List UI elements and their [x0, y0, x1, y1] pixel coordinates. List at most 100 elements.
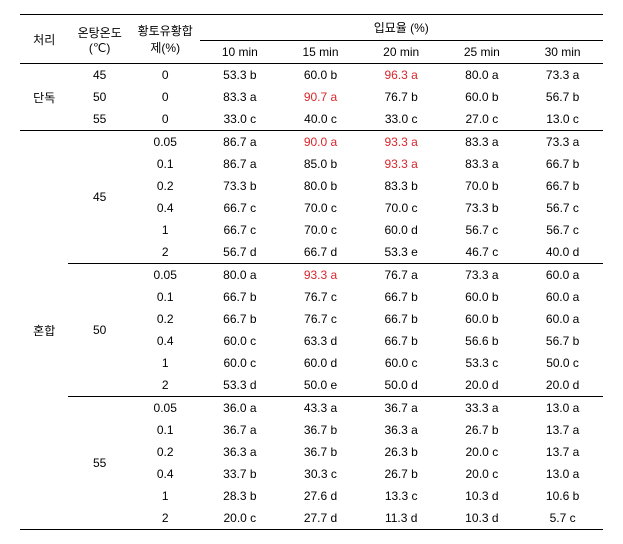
s2-b2-r4-c0: 28.3 b: [200, 485, 281, 507]
s2-b1-r3-c2: 66.7 b: [361, 330, 442, 352]
col-temp: 온탕온도(℃): [68, 15, 131, 64]
s2-b2-r0-c2: 36.7 a: [361, 397, 442, 420]
s2-b0-r0-c0: 86.7 a: [200, 131, 281, 154]
s2-b1-agent-3: 0.4: [131, 330, 200, 352]
s2-b0-r1-c4: 66.7 b: [522, 153, 603, 175]
s2-b2-r5-c3: 10.3 d: [442, 507, 523, 530]
s2-b0-r4-c2: 60.0 d: [361, 219, 442, 241]
s2-b2-r0-c0: 36.0 a: [200, 397, 281, 420]
s1-agent-2: 0: [131, 108, 200, 131]
s2-b2-r0-c4: 13.0 a: [522, 397, 603, 420]
s2-b2-r3-c0: 33.7 b: [200, 463, 281, 485]
data-table: 처리온탕온도(℃)황토유황합제(%)입묘율 (%)10 min15 min20 …: [20, 14, 603, 530]
s2-b2-r3-c1: 30.3 c: [280, 463, 361, 485]
s2-b1-r4-c0: 60.0 c: [200, 352, 281, 374]
s2-b2-r2-c1: 36.7 b: [280, 441, 361, 463]
s2-b1-r0-c2: 76.7 a: [361, 264, 442, 287]
s2-b0-r0-c1: 90.0 a: [280, 131, 361, 154]
col-min-3: 25 min: [442, 41, 523, 64]
s2-b1-r1-c3: 60.0 b: [442, 286, 523, 308]
s1-r1-c2: 76.7 b: [361, 86, 442, 108]
s2-b2-agent-2: 0.2: [131, 441, 200, 463]
s2-b2-r4-c2: 13.3 c: [361, 485, 442, 507]
s2-b1-r0-c3: 73.3 a: [442, 264, 523, 287]
s2-b2-agent-5: 2: [131, 507, 200, 530]
s2-b1-r5-c3: 20.0 d: [442, 374, 523, 397]
s1-r1-c4: 56.7 b: [522, 86, 603, 108]
s1-r0-c0: 53.3 b: [200, 64, 281, 87]
s2-b1-r5-c0: 53.3 d: [200, 374, 281, 397]
s2-b1-r1-c4: 60.0 a: [522, 286, 603, 308]
s2-b2-r1-c0: 36.7 a: [200, 419, 281, 441]
s1-r0-c1: 60.0 b: [280, 64, 361, 87]
s2-b0-agent-5: 2: [131, 241, 200, 264]
s2-b1-r1-c2: 66.7 b: [361, 286, 442, 308]
s2-b1-r2-c2: 66.7 b: [361, 308, 442, 330]
s2-b0-r2-c4: 66.7 b: [522, 175, 603, 197]
s1-r1-c0: 83.3 a: [200, 86, 281, 108]
s2-b2-r0-c3: 33.3 a: [442, 397, 523, 420]
s2-b0-r3-c0: 66.7 c: [200, 197, 281, 219]
s2-b0-r4-c3: 56.7 c: [442, 219, 523, 241]
s2-b0-r2-c0: 73.3 b: [200, 175, 281, 197]
s2-b1-r2-c4: 60.0 a: [522, 308, 603, 330]
s2-b2-r5-c4: 5.7 c: [522, 507, 603, 530]
s2-b0-r2-c1: 80.0 b: [280, 175, 361, 197]
s2-b1-r4-c1: 60.0 d: [280, 352, 361, 374]
s2-b2-r5-c0: 20.0 c: [200, 507, 281, 530]
s2-temp-1: 50: [68, 264, 131, 397]
s2-b0-r4-c1: 70.0 c: [280, 219, 361, 241]
s1-r0-c4: 73.3 a: [522, 64, 603, 87]
s2-b0-r0-c2: 93.3 a: [361, 131, 442, 154]
s1-r0-c2: 96.3 a: [361, 64, 442, 87]
s2-b0-r3-c3: 73.3 b: [442, 197, 523, 219]
s2-b0-agent-1: 0.1: [131, 153, 200, 175]
s1-temp-2: 55: [68, 108, 131, 131]
s2-b0-r5-c2: 53.3 e: [361, 241, 442, 264]
s2-b2-agent-1: 0.1: [131, 419, 200, 441]
s2-b0-r0-c4: 73.3 a: [522, 131, 603, 154]
s2-b0-r2-c3: 70.0 b: [442, 175, 523, 197]
s2-b1-r3-c3: 56.6 b: [442, 330, 523, 352]
s2-b1-agent-0: 0.05: [131, 264, 200, 287]
s2-b1-r3-c4: 56.7 b: [522, 330, 603, 352]
s2-b2-r1-c2: 36.3 a: [361, 419, 442, 441]
s2-b2-r4-c4: 10.6 b: [522, 485, 603, 507]
s1-temp-0: 45: [68, 64, 131, 87]
s1-temp-1: 50: [68, 86, 131, 108]
s1-r2-c1: 40.0 c: [280, 108, 361, 131]
col-agent: 황토유황합제(%): [131, 15, 200, 64]
s2-b2-r1-c4: 13.7 a: [522, 419, 603, 441]
s1-agent-0: 0: [131, 64, 200, 87]
s2-b0-r5-c0: 56.7 d: [200, 241, 281, 264]
s2-b1-r5-c2: 50.0 d: [361, 374, 442, 397]
s2-b2-r2-c4: 13.7 a: [522, 441, 603, 463]
s2-b2-r5-c1: 27.7 d: [280, 507, 361, 530]
s2-b0-r1-c1: 85.0 b: [280, 153, 361, 175]
col-min-4: 30 min: [522, 41, 603, 64]
s2-b2-r2-c3: 20.0 c: [442, 441, 523, 463]
s2-b2-r2-c2: 26.3 b: [361, 441, 442, 463]
s1-r2-c4: 13.0 c: [522, 108, 603, 131]
s2-b1-r0-c1: 93.3 a: [280, 264, 361, 287]
group-single: 단독: [20, 64, 68, 131]
s2-b0-agent-4: 1: [131, 219, 200, 241]
s2-b0-r2-c2: 83.3 b: [361, 175, 442, 197]
s2-b2-r5-c2: 11.3 d: [361, 507, 442, 530]
s2-b1-r0-c4: 60.0 a: [522, 264, 603, 287]
s2-temp-2: 55: [68, 397, 131, 530]
s2-b2-r3-c4: 13.0 a: [522, 463, 603, 485]
s2-b2-r4-c1: 27.6 d: [280, 485, 361, 507]
s2-b1-agent-2: 0.2: [131, 308, 200, 330]
s1-r2-c0: 33.0 c: [200, 108, 281, 131]
s2-b0-agent-2: 0.2: [131, 175, 200, 197]
s2-b0-r4-c4: 56.7 c: [522, 219, 603, 241]
s2-b2-r1-c3: 26.7 b: [442, 419, 523, 441]
s2-b0-agent-3: 0.4: [131, 197, 200, 219]
s2-b0-r3-c4: 56.7 c: [522, 197, 603, 219]
s2-b1-r3-c0: 60.0 c: [200, 330, 281, 352]
s2-b1-r1-c1: 76.7 c: [280, 286, 361, 308]
s1-r1-c1: 90.7 a: [280, 86, 361, 108]
s2-b1-r2-c0: 66.7 b: [200, 308, 281, 330]
col-treatment: 처리: [20, 15, 68, 64]
